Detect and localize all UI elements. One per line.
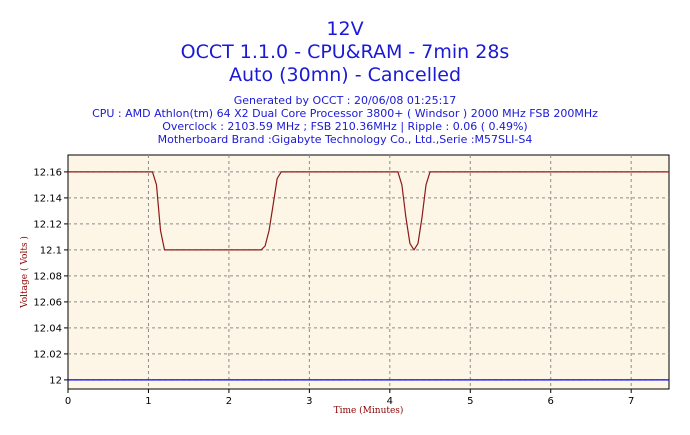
x-tick-label: 3	[306, 396, 312, 407]
info-generated: Generated by OCCT : 20/06/08 01:25:17	[233, 94, 457, 107]
x-axis-label: Time (Minutes)	[334, 405, 404, 416]
chart-title-rail: 12V	[326, 18, 364, 40]
x-tick-label: 2	[226, 396, 232, 407]
x-tick-label: 4	[387, 396, 393, 407]
x-tick-label: 7	[628, 396, 634, 407]
y-tick-label: 12	[49, 375, 62, 386]
y-tick-label: 12.06	[33, 297, 62, 308]
chart-title-mode: Auto (30mn) - Cancelled	[228, 64, 462, 86]
x-tick-label: 6	[548, 396, 554, 407]
x-tick-label: 0	[65, 396, 71, 407]
chart-title-test: OCCT 1.1.0 - CPU&RAM - 7min 28s	[180, 41, 510, 63]
info-cpu: CPU : AMD Athlon(tm) 64 X2 Dual Core Pro…	[92, 107, 598, 120]
y-tick-label: 12.14	[33, 193, 62, 204]
y-tick-label: 12.04	[33, 323, 62, 334]
plot-area	[67, 154, 670, 390]
voltage-series-line	[68, 171, 669, 251]
x-tick-label: 1	[145, 396, 151, 407]
x-tick-label: 5	[467, 396, 473, 407]
y-tick-label: 12.16	[33, 167, 62, 178]
y-tick-label: 12.02	[33, 349, 62, 360]
y-tick-label: 12.1	[40, 245, 62, 256]
info-motherboard: Motherboard Brand :Gigabyte Technology C…	[157, 133, 533, 146]
info-overclock: Overclock : 2103.59 MHz ; FSB 210.36MHz …	[162, 120, 528, 133]
series-lines	[68, 171, 669, 381]
axis-ticks: 0 1 2 3 4 5 6 71212.0212.0412.0612.0812.112.121…	[33, 167, 634, 407]
y-tick-label: 12.08	[33, 271, 62, 282]
y-tick-label: 12.12	[33, 219, 62, 230]
chart-header: 12V OCCT 1.1.0 - CPU&RAM - 7min 28s Auto…	[0, 0, 690, 146]
y-axis-label: Voltage ( Volts )	[19, 236, 30, 309]
